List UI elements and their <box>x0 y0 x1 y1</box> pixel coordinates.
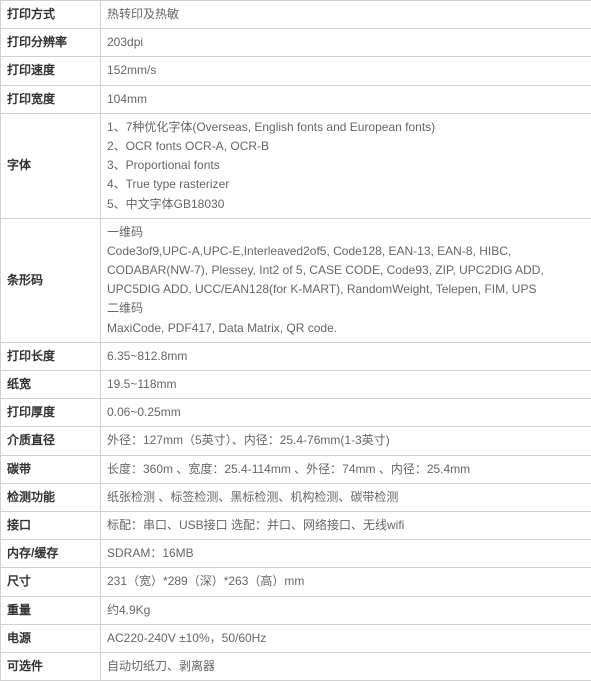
spec-label: 纸宽 <box>1 371 101 399</box>
spec-value: 自动切纸刀、剥离器 <box>101 652 591 680</box>
spec-value-line: 二维码 <box>107 299 585 318</box>
table-row: 打印厚度0.06~0.25mm <box>1 399 591 427</box>
spec-label: 检测功能 <box>1 483 101 511</box>
spec-table-body: 打印方式热转印及热敏打印分辨率203dpi打印速度152mm/s打印宽度104m… <box>1 1 591 681</box>
table-row: 尺寸231（宽）*289（深）*263（高）mm <box>1 568 591 596</box>
table-row: 打印方式热转印及热敏 <box>1 1 591 29</box>
spec-label: 介质直径 <box>1 427 101 455</box>
spec-label: 字体 <box>1 113 101 218</box>
spec-value: 热转印及热敏 <box>101 1 591 29</box>
spec-label: 打印方式 <box>1 1 101 29</box>
spec-value: 104mm <box>101 85 591 113</box>
spec-label: 尺寸 <box>1 568 101 596</box>
spec-label: 打印分辨率 <box>1 29 101 57</box>
table-row: 电源AC220-240V ±10%，50/60Hz <box>1 624 591 652</box>
spec-label: 打印长度 <box>1 342 101 370</box>
spec-label: 电源 <box>1 624 101 652</box>
spec-value-line: 1、7种优化字体(Overseas, English fonts and Eur… <box>107 118 585 137</box>
table-row: 碳带长度：360m 、宽度：25.4-114mm 、外径：74mm 、内径：25… <box>1 455 591 483</box>
table-row: 打印分辨率203dpi <box>1 29 591 57</box>
spec-value: 0.06~0.25mm <box>101 399 591 427</box>
table-row: 字体 1、7种优化字体(Overseas, English fonts and E… <box>1 113 591 218</box>
spec-value: 约4.9Kg <box>101 596 591 624</box>
spec-label: 打印厚度 <box>1 399 101 427</box>
spec-label: 打印速度 <box>1 57 101 85</box>
spec-value: 6.35~812.8mm <box>101 342 591 370</box>
table-row: 打印长度6.35~812.8mm <box>1 342 591 370</box>
table-row: 打印速度152mm/s <box>1 57 591 85</box>
spec-label: 打印宽度 <box>1 85 101 113</box>
table-row: 重量约4.9Kg <box>1 596 591 624</box>
table-row: 接口标配：串口、USB接口 选配：并口、网络接口、无线wifi <box>1 511 591 539</box>
spec-value: 152mm/s <box>101 57 591 85</box>
spec-value: 外径：127mm（5英寸）、内径：25.4-76mm(1-3英寸) <box>101 427 591 455</box>
spec-value-line: 3、Proportional fonts <box>107 156 585 175</box>
table-row: 介质直径外径：127mm（5英寸）、内径：25.4-76mm(1-3英寸) <box>1 427 591 455</box>
spec-value-line: Code3of9,UPC-A,UPC-E,Interleaved2of5, Co… <box>107 242 585 300</box>
spec-value: 纸张检测 、标签检测、黑标检测、机构检测、碳带检测 <box>101 483 591 511</box>
spec-value-line: 4、True type rasterizer <box>107 175 585 194</box>
spec-value: 203dpi <box>101 29 591 57</box>
spec-value: 长度：360m 、宽度：25.4-114mm 、外径：74mm 、内径：25.4… <box>101 455 591 483</box>
spec-table: 打印方式热转印及热敏打印分辨率203dpi打印速度152mm/s打印宽度104m… <box>0 0 591 681</box>
table-row: 检测功能纸张检测 、标签检测、黑标检测、机构检测、碳带检测 <box>1 483 591 511</box>
table-row: 可选件自动切纸刀、剥离器 <box>1 652 591 680</box>
table-row: 打印宽度104mm <box>1 85 591 113</box>
spec-label: 接口 <box>1 511 101 539</box>
spec-value: 231（宽）*289（深）*263（高）mm <box>101 568 591 596</box>
spec-label: 碳带 <box>1 455 101 483</box>
table-row: 条形码一维码Code3of9,UPC-A,UPC-E,Interleaved2o… <box>1 218 591 342</box>
spec-value: AC220-240V ±10%，50/60Hz <box>101 624 591 652</box>
spec-value-line: 一维码 <box>107 223 585 242</box>
spec-label: 可选件 <box>1 652 101 680</box>
spec-value-line: MaxiCode, PDF417, Data Matrix, QR code. <box>107 319 585 338</box>
spec-value: 一维码Code3of9,UPC-A,UPC-E,Interleaved2of5,… <box>101 218 591 342</box>
spec-value: 19.5~118mm <box>101 371 591 399</box>
spec-label: 条形码 <box>1 218 101 342</box>
spec-value-line: 5、中文字体GB18030 <box>107 195 585 214</box>
spec-value-line: 2、OCR fonts OCR-A, OCR-B <box>107 137 585 156</box>
table-row: 纸宽19.5~118mm <box>1 371 591 399</box>
spec-value: 1、7种优化字体(Overseas, English fonts and Eur… <box>101 113 591 218</box>
spec-label: 重量 <box>1 596 101 624</box>
spec-value: 标配：串口、USB接口 选配：并口、网络接口、无线wifi <box>101 511 591 539</box>
